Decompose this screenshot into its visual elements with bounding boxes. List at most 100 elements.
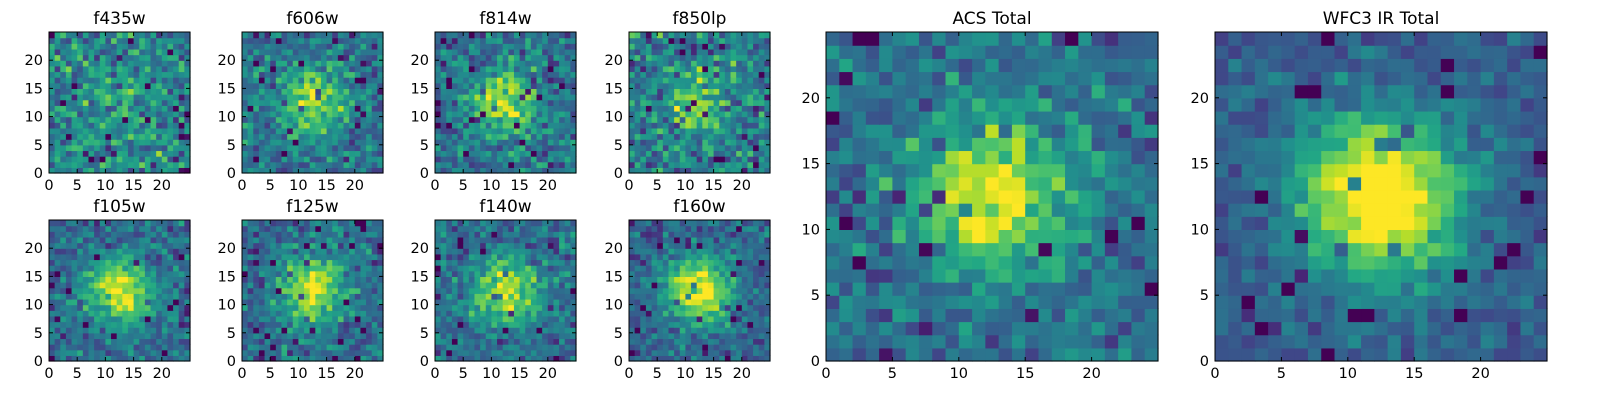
heatmap-cell — [645, 105, 653, 112]
heatmap-cell — [337, 133, 345, 140]
heatmap-cell — [99, 116, 106, 123]
heatmap-cell — [320, 332, 328, 340]
heatmap-cell — [247, 344, 254, 351]
heatmap-cell — [309, 139, 316, 146]
heatmap-cell — [88, 282, 95, 289]
heatmap-cell — [634, 48, 641, 56]
heatmap-cell — [253, 54, 260, 61]
heatmap-cell — [173, 139, 180, 146]
heatmap-cell — [696, 139, 703, 146]
heatmap-cell — [127, 253, 135, 261]
heatmap-cell — [326, 293, 333, 300]
heatmap-cell — [491, 287, 498, 294]
heatmap-cell — [634, 298, 641, 306]
heatmap-cell — [542, 248, 549, 255]
heatmap-cell — [657, 161, 664, 168]
heatmap-cell — [298, 116, 305, 123]
heatmap-cell — [371, 270, 378, 277]
heatmap-cell — [144, 287, 152, 294]
heatmap-cell — [99, 293, 106, 300]
heatmap-cell — [559, 144, 566, 152]
heatmap-cell — [525, 60, 532, 67]
heatmap-cell — [668, 310, 675, 317]
heatmap-cell — [150, 332, 157, 340]
heatmap-cell — [326, 122, 333, 129]
heatmap-cell — [178, 338, 185, 345]
heatmap-cell — [111, 338, 118, 345]
heatmap-cell — [161, 54, 169, 61]
heatmap-cell — [679, 293, 686, 300]
heatmap-cell — [508, 276, 515, 283]
heatmap-cell — [332, 110, 339, 118]
heatmap-cell — [258, 225, 266, 232]
heatmap-cell — [287, 259, 294, 266]
heatmap-cell — [122, 349, 129, 356]
heatmap-cell — [651, 349, 658, 356]
heatmap-cell — [337, 231, 345, 238]
heatmap-cell — [258, 220, 266, 227]
heatmap-cell — [741, 150, 749, 157]
heatmap-cell — [564, 236, 571, 244]
heatmap-cell — [94, 110, 101, 118]
heatmap-cell — [49, 349, 56, 356]
heatmap-cell — [713, 116, 720, 123]
heatmap-cell — [94, 77, 101, 84]
heatmap-cell — [167, 127, 174, 135]
heatmap-cell — [559, 327, 566, 334]
heatmap-cell — [337, 259, 345, 266]
heatmap-cell — [105, 265, 112, 272]
heatmap-cell — [270, 287, 277, 294]
heatmap-cell — [371, 248, 378, 255]
heatmap-cell — [640, 54, 647, 61]
heatmap-cell — [730, 127, 737, 135]
heatmap-cell — [651, 344, 658, 351]
heatmap-cell — [77, 65, 84, 73]
heatmap-cell — [525, 298, 532, 306]
heatmap-cell — [247, 133, 254, 140]
heatmap-cell — [287, 71, 294, 78]
heatmap-cell — [451, 71, 459, 78]
heatmap-cell — [156, 156, 163, 163]
heatmap-cell — [275, 265, 283, 272]
heatmap-cell — [144, 139, 152, 146]
heatmap-cell — [281, 99, 288, 106]
y-tick-label: 15 — [25, 81, 43, 97]
heatmap-cell — [298, 265, 305, 272]
heatmap-cell — [270, 310, 277, 317]
heatmap-cell — [707, 133, 715, 140]
heatmap-cell — [167, 133, 174, 140]
heatmap-cell — [309, 77, 316, 84]
heatmap-cell — [564, 77, 571, 84]
heatmap-cell — [570, 150, 577, 157]
heatmap-cell — [525, 65, 532, 73]
heatmap-cell — [371, 88, 378, 95]
heatmap-cell — [167, 276, 174, 283]
heatmap-cell — [343, 144, 350, 152]
heatmap-cell — [719, 315, 726, 323]
heatmap-cell — [354, 116, 362, 123]
heatmap-cell — [139, 315, 146, 323]
heatmap-cell — [451, 37, 459, 44]
heatmap-cell — [519, 60, 526, 67]
heatmap-cell — [287, 37, 294, 44]
heatmap-cell — [281, 349, 288, 356]
heatmap-cell — [116, 327, 123, 334]
heatmap-cell — [435, 133, 442, 140]
heatmap-cell — [440, 82, 447, 89]
heatmap-cell — [474, 236, 481, 244]
heatmap-cell — [116, 150, 123, 157]
heatmap-cell — [366, 167, 373, 174]
heatmap-cell — [508, 270, 515, 277]
heatmap-cell — [662, 161, 670, 168]
heatmap-cell — [337, 344, 345, 351]
heatmap-cell — [242, 48, 249, 56]
heatmap-cell — [377, 332, 384, 340]
heatmap-cell — [547, 282, 555, 289]
heatmap-cell — [156, 54, 163, 61]
heatmap-cell — [491, 71, 498, 78]
heatmap-cell — [253, 248, 260, 255]
heatmap-cell — [366, 150, 373, 157]
heatmap-cell — [258, 32, 266, 39]
heatmap-cell — [691, 77, 698, 84]
heatmap-cell — [127, 105, 135, 112]
